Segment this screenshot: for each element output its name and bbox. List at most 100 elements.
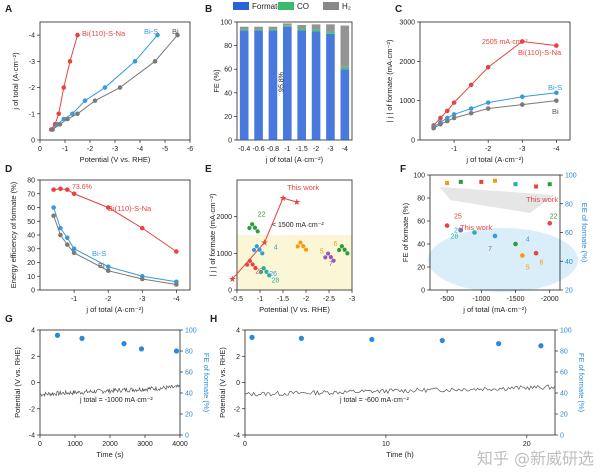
literature-point <box>250 262 255 267</box>
band-label: < 1500 mA·cm⁻² <box>272 222 324 229</box>
x-tick-label: 0 <box>38 146 42 153</box>
y2-tick-label: 60 <box>560 370 568 377</box>
data-point <box>50 127 55 132</box>
y-axis-label: FE of formate (%) <box>401 202 410 262</box>
this-work-label: This work <box>460 223 492 232</box>
y-tick-label: 100 <box>220 20 232 27</box>
y-tick-label: -4 <box>29 433 35 440</box>
bar-h2 <box>326 24 335 32</box>
literature-point <box>257 247 262 252</box>
bar-co <box>283 25 292 27</box>
data-point <box>56 111 62 117</box>
panel-letter-H: H <box>210 314 217 325</box>
x-tick-label: -1 <box>62 146 68 153</box>
y-axis-label: Potential (V vs. RHE) <box>13 347 22 418</box>
this-work-label: This work <box>287 183 319 192</box>
series-line-bis <box>53 207 177 283</box>
literature-point <box>303 247 309 252</box>
x-tick-label: -1500 <box>507 296 525 303</box>
data-point <box>444 108 450 114</box>
y-tick-label: -1 <box>29 111 35 118</box>
x-tick-label: 3000 <box>137 441 153 448</box>
current-density-label: j total = -600 mA·cm⁻² <box>339 397 410 404</box>
x-tick-label: -4 <box>137 146 143 153</box>
x-tick-label: -3 <box>112 146 118 153</box>
data-point <box>451 112 457 117</box>
fe-point <box>369 336 375 343</box>
x-tick-label: -1 <box>71 296 77 303</box>
fe-square <box>479 179 484 184</box>
x-axis-label: j of total (A·cm⁻²) <box>85 305 144 314</box>
x-tick-label: -1000 <box>472 296 490 303</box>
bar-formate <box>283 26 292 140</box>
fe-point <box>439 337 445 344</box>
y-axis-label: | j | of formate (mA·cm⁻²) <box>385 39 394 122</box>
literature-point <box>295 244 300 249</box>
data-point <box>58 225 63 231</box>
bar-h2 <box>239 26 249 30</box>
bar-h2 <box>254 26 263 30</box>
reference-label: 26 <box>269 271 277 278</box>
literature-point <box>255 229 260 234</box>
potential-trace <box>39 384 181 398</box>
x-tick-label: 0 <box>243 441 247 448</box>
data-point <box>139 276 145 282</box>
literature-point <box>258 269 264 275</box>
y-tick-label: 60 <box>27 205 35 212</box>
y-tick-label: 30 <box>27 246 35 253</box>
series-line-bis <box>433 92 557 128</box>
annotation-label: 73.6% <box>72 184 92 191</box>
fe-point <box>249 334 255 340</box>
data-point <box>519 102 525 107</box>
literature-point <box>251 247 257 253</box>
y-tick-label: 0 <box>31 138 35 145</box>
literature-point <box>345 251 350 256</box>
literature-point <box>328 255 333 260</box>
y2-tick-label: 60 <box>185 370 193 377</box>
ee-point <box>533 250 539 256</box>
data-point <box>117 85 123 90</box>
bar-co <box>239 29 249 31</box>
bar-formate <box>254 30 263 140</box>
reference-label: 5 <box>526 264 530 271</box>
reference-label: 5 <box>320 248 324 255</box>
literature-point <box>267 273 272 278</box>
x-axis-label: j of total (mA·cm⁻²) <box>462 305 527 314</box>
literature-point <box>252 225 258 230</box>
legend-swatch <box>233 2 249 10</box>
x-tick-label: -1 <box>451 146 457 153</box>
y2-tick-label: 0 <box>185 433 189 440</box>
legend-label: Bi(110)-S-Na <box>108 204 152 213</box>
x-tick-label: -2 <box>485 146 491 153</box>
data-point <box>102 85 108 90</box>
bar-h2 <box>311 24 321 30</box>
literature-point <box>245 262 250 267</box>
y-axis-label: j of total (A·cm⁻²) <box>11 52 20 111</box>
data-point <box>75 111 80 117</box>
data-point <box>554 98 559 103</box>
series-line-bi110sna <box>53 188 177 252</box>
literature-point <box>298 240 303 245</box>
data-point <box>175 32 180 38</box>
y-tick-label: 1000 <box>399 98 415 105</box>
fe-point <box>121 341 127 347</box>
legend-label: Formate <box>252 2 282 11</box>
literature-point <box>342 247 347 252</box>
bar-co <box>311 29 321 32</box>
legend-label: Bi-S <box>144 27 158 36</box>
bar-co <box>254 29 263 31</box>
reference-label: 4 <box>274 245 278 252</box>
fe-square <box>547 182 552 187</box>
y2-tick-label: 100 <box>565 173 577 180</box>
data-point <box>468 82 474 88</box>
x-tick-label: -1.5 <box>296 146 308 153</box>
annotation-label: 2505 mA·cm⁻² <box>482 39 528 46</box>
y2-tick-label: 20 <box>565 288 573 295</box>
data-point <box>58 232 63 238</box>
x-tick-label: -4 <box>553 146 559 153</box>
legend-swatch <box>278 2 294 10</box>
y-axis-label: | j | of formate (mA·cm⁻²) <box>208 193 217 276</box>
data-point <box>65 116 70 122</box>
y2-tick-label: 80 <box>185 349 193 356</box>
